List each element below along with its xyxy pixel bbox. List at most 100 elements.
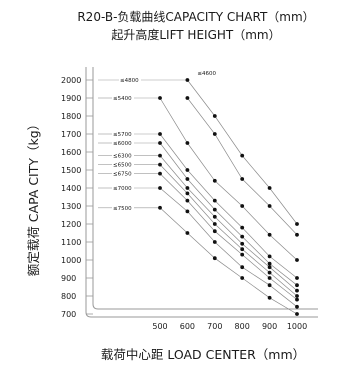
data-point — [240, 204, 245, 208]
data-point — [212, 178, 217, 183]
y-tick-label: 900 — [61, 274, 76, 283]
data-point — [185, 168, 190, 172]
chart-subtitle: 起升高度LIFT HEIGHT（mm） — [111, 27, 280, 42]
data-point — [240, 241, 245, 246]
data-point — [185, 191, 190, 196]
y-tick-label: 1300 — [61, 202, 81, 211]
x-axis-label: 载荷中心距 LOAD CENTER（mm） — [101, 347, 305, 362]
data-point — [240, 276, 245, 280]
x-tick-label: 500 — [152, 322, 167, 331]
data-point — [240, 225, 245, 230]
data-point — [267, 261, 272, 266]
data-point — [295, 304, 299, 309]
data-point — [185, 177, 190, 181]
data-point — [185, 231, 190, 235]
data-point — [240, 177, 245, 181]
height-label: ≤7000 — [113, 186, 132, 192]
series-lines — [159, 79, 298, 315]
data-point — [267, 270, 272, 275]
x-ticks: 500 600 700 800 900 1000 — [152, 322, 307, 331]
y-tick-label: 1500 — [61, 166, 81, 175]
y-tick-label: 1000 — [61, 256, 81, 265]
data-point — [212, 114, 217, 118]
data-point — [295, 222, 299, 226]
series-line — [159, 133, 298, 279]
y-tick-label: 1400 — [61, 184, 81, 193]
series-line — [159, 164, 298, 297]
data-point — [267, 186, 272, 190]
data-point — [295, 294, 299, 298]
series-line — [159, 142, 298, 286]
data-point — [185, 96, 190, 100]
data-point — [212, 240, 217, 244]
data-point — [240, 265, 245, 270]
data-point — [185, 209, 190, 214]
x-tick-label: 600 — [180, 322, 195, 331]
series-line — [159, 97, 298, 261]
data-point — [158, 141, 162, 145]
data-point — [212, 214, 217, 219]
data-point — [158, 96, 162, 100]
data-point — [295, 276, 299, 280]
data-point — [185, 198, 190, 203]
y-tick-label: 2000 — [61, 76, 81, 85]
data-point — [267, 295, 272, 300]
x-tick-label: 900 — [262, 322, 277, 331]
series-line — [159, 187, 298, 308]
series-line — [187, 79, 298, 225]
data-point — [212, 256, 217, 261]
data-point — [267, 232, 272, 237]
height-label: ≤4800 — [120, 78, 139, 84]
label-leaders — [98, 79, 186, 209]
y-tick-label: 700 — [61, 310, 76, 319]
height-label: ≤6000 — [113, 141, 132, 147]
data-point — [295, 312, 299, 316]
height-label: ≤4600 — [197, 71, 216, 77]
data-point — [267, 254, 272, 259]
height-label: ≤6750 — [113, 172, 132, 178]
data-point — [158, 171, 162, 176]
y-tick-label: 1100 — [61, 238, 81, 247]
data-point — [240, 153, 245, 158]
data-point — [158, 186, 162, 190]
x-tick-label: 700 — [207, 322, 222, 331]
data-point — [240, 247, 245, 252]
data-point — [158, 153, 162, 158]
data-point — [267, 265, 272, 270]
data-point — [212, 198, 217, 203]
data-point — [158, 132, 162, 136]
axis-frame-inner — [92, 67, 318, 310]
y-tick-label: 800 — [61, 292, 76, 301]
data-point — [185, 141, 190, 145]
y-ticks: 700 800 900 1000 1100 1200 1300 1400 1500 1600 170… — [61, 76, 93, 319]
data-point — [185, 78, 190, 82]
y-tick-label: 1900 — [61, 94, 81, 103]
x-tick-label: 800 — [235, 322, 250, 331]
height-label: ≤7500 — [113, 206, 132, 212]
data-point — [212, 222, 217, 226]
y-tick-label: 1700 — [61, 130, 81, 139]
data-point — [267, 276, 272, 280]
data-points — [158, 78, 299, 316]
data-point — [267, 204, 272, 208]
height-label: ≤5700 — [113, 132, 132, 138]
height-labels: ≤4800 ≤4600 ≤5400 ≤5700 ≤6000 ≤6300 ≤6500 ≤6750… — [113, 71, 217, 212]
data-point — [185, 186, 190, 190]
data-point — [240, 234, 245, 239]
data-point — [295, 283, 299, 288]
data-point — [212, 207, 217, 212]
series-line — [187, 97, 298, 236]
data-point — [212, 229, 217, 234]
height-label: ≤6500 — [113, 163, 132, 169]
data-point — [240, 252, 245, 257]
data-point — [158, 205, 162, 210]
height-label: ≤6300 — [113, 154, 132, 160]
series-line — [159, 173, 298, 300]
y-axis-label: 额定载荷 CAPA CITY（kg） — [26, 118, 41, 276]
y-tick-label: 1600 — [61, 148, 81, 157]
data-point — [295, 297, 299, 302]
data-point — [295, 258, 299, 262]
series-line — [159, 155, 298, 291]
data-point — [267, 283, 272, 288]
